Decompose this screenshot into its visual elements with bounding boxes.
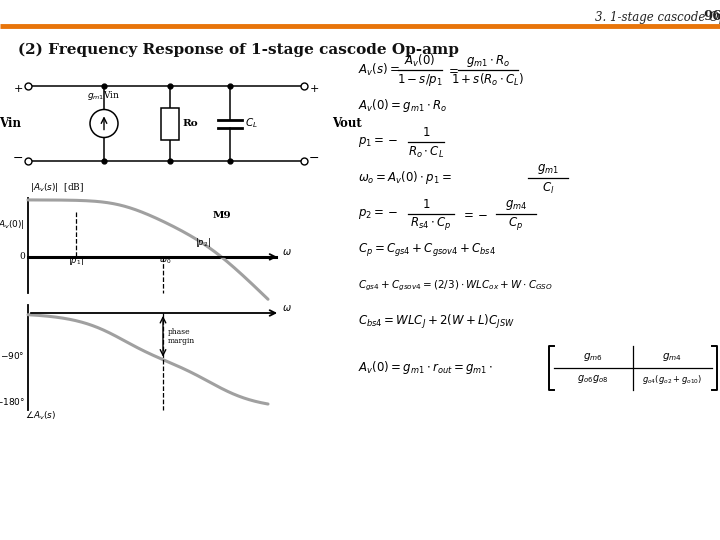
- Text: $1-s/p_1$: $1-s/p_1$: [397, 72, 443, 88]
- Text: $C_l$: $C_l$: [541, 180, 554, 195]
- Text: Vin: Vin: [0, 117, 21, 130]
- Text: $C_p=C_{gs4}+C_{gsov4}+C_{bs4}$: $C_p=C_{gs4}+C_{gsov4}+C_{bs4}$: [358, 241, 496, 259]
- Text: 96: 96: [703, 10, 720, 24]
- Text: M9: M9: [213, 211, 232, 220]
- Circle shape: [90, 110, 118, 138]
- Text: $|p_1|$: $|p_1|$: [68, 254, 84, 267]
- Text: $1$: $1$: [422, 126, 430, 139]
- Text: $R_o\cdot C_L$: $R_o\cdot C_L$: [408, 144, 444, 159]
- Text: $|A_v(0)|$: $|A_v(0)|$: [0, 218, 25, 231]
- FancyBboxPatch shape: [161, 107, 179, 139]
- Text: $1+s(R_o\cdot C_L)$: $1+s(R_o\cdot C_L)$: [451, 72, 525, 88]
- Text: $g_{o4}(g_{o2}+g_{o10})$: $g_{o4}(g_{o2}+g_{o10})$: [642, 373, 702, 386]
- Text: $C_L$: $C_L$: [245, 117, 258, 130]
- Text: $A_v(0)=g_{m1}\cdot R_o$: $A_v(0)=g_{m1}\cdot R_o$: [358, 98, 447, 114]
- Text: $\angle A_v(s)$: $\angle A_v(s)$: [25, 409, 56, 422]
- Text: (2) Frequency Response of 1-stage cascode Op-amp: (2) Frequency Response of 1-stage cascod…: [18, 43, 459, 57]
- Text: $g_{m4}$: $g_{m4}$: [662, 351, 682, 363]
- Text: $p_1=-$: $p_1=-$: [358, 135, 398, 149]
- Text: +: +: [13, 84, 23, 94]
- Text: $g_{m4}$: $g_{m4}$: [505, 198, 527, 212]
- Text: 0: 0: [19, 252, 25, 261]
- Text: $-180°$: $-180°$: [0, 396, 25, 407]
- Text: Ro: Ro: [182, 119, 197, 128]
- Text: phase
margin: phase margin: [168, 328, 195, 345]
- Text: $=-$: $=-$: [461, 207, 488, 220]
- Text: $g_{o6}g_{o8}$: $g_{o6}g_{o8}$: [577, 373, 608, 385]
- Text: +: +: [310, 84, 319, 94]
- Text: $\omega$: $\omega$: [282, 247, 292, 257]
- Text: −: −: [309, 152, 319, 165]
- Text: 3. 1-stage cascode Op-amp: 3. 1-stage cascode Op-amp: [595, 10, 720, 24]
- Text: $A_v(0)$: $A_v(0)$: [404, 53, 436, 69]
- Text: $\omega_0$: $\omega_0$: [159, 256, 171, 266]
- Text: −: −: [13, 152, 23, 165]
- Text: $C_{gs4}+C_{gsov4}=(2/3)\cdot WLC_{ox}+W\cdot C_{GSO}$: $C_{gs4}+C_{gsov4}=(2/3)\cdot WLC_{ox}+W…: [358, 279, 553, 293]
- Text: $p_2=-$: $p_2=-$: [358, 207, 398, 221]
- Text: $A_v(0)=g_{m1}\cdot r_{out}=g_{m1}\cdot$: $A_v(0)=g_{m1}\cdot r_{out}=g_{m1}\cdot$: [358, 360, 493, 376]
- Text: $g_{m1}\cdot R_o$: $g_{m1}\cdot R_o$: [466, 53, 510, 69]
- Text: $|p_2|$: $|p_2|$: [195, 236, 211, 249]
- Text: $|A_v(s)|$  [dB]: $|A_v(s)|$ [dB]: [30, 181, 84, 194]
- Text: Vout: Vout: [332, 117, 361, 130]
- Text: $\omega$: $\omega$: [282, 303, 292, 313]
- Text: $g_{m1}$: $g_{m1}$: [537, 162, 559, 176]
- Text: $=$: $=$: [446, 64, 459, 77]
- Text: $R_{s4}\cdot C_p$: $R_{s4}\cdot C_p$: [410, 215, 451, 233]
- Text: $C_p$: $C_p$: [508, 215, 523, 233]
- Text: $g_{m1}$Vin: $g_{m1}$Vin: [87, 89, 120, 102]
- Text: $-90°$: $-90°$: [1, 350, 25, 361]
- Text: $\omega_o=A_v(0)\cdot p_1=$: $\omega_o=A_v(0)\cdot p_1=$: [358, 170, 452, 186]
- Text: $1$: $1$: [422, 199, 430, 212]
- Text: $g_{m6}$: $g_{m6}$: [583, 351, 603, 363]
- Text: $A_v(s)=$: $A_v(s)=$: [358, 62, 400, 78]
- Text: $C_{bs4}=WLC_J+2(W+L)C_{JSW}$: $C_{bs4}=WLC_J+2(W+L)C_{JSW}$: [358, 313, 515, 331]
